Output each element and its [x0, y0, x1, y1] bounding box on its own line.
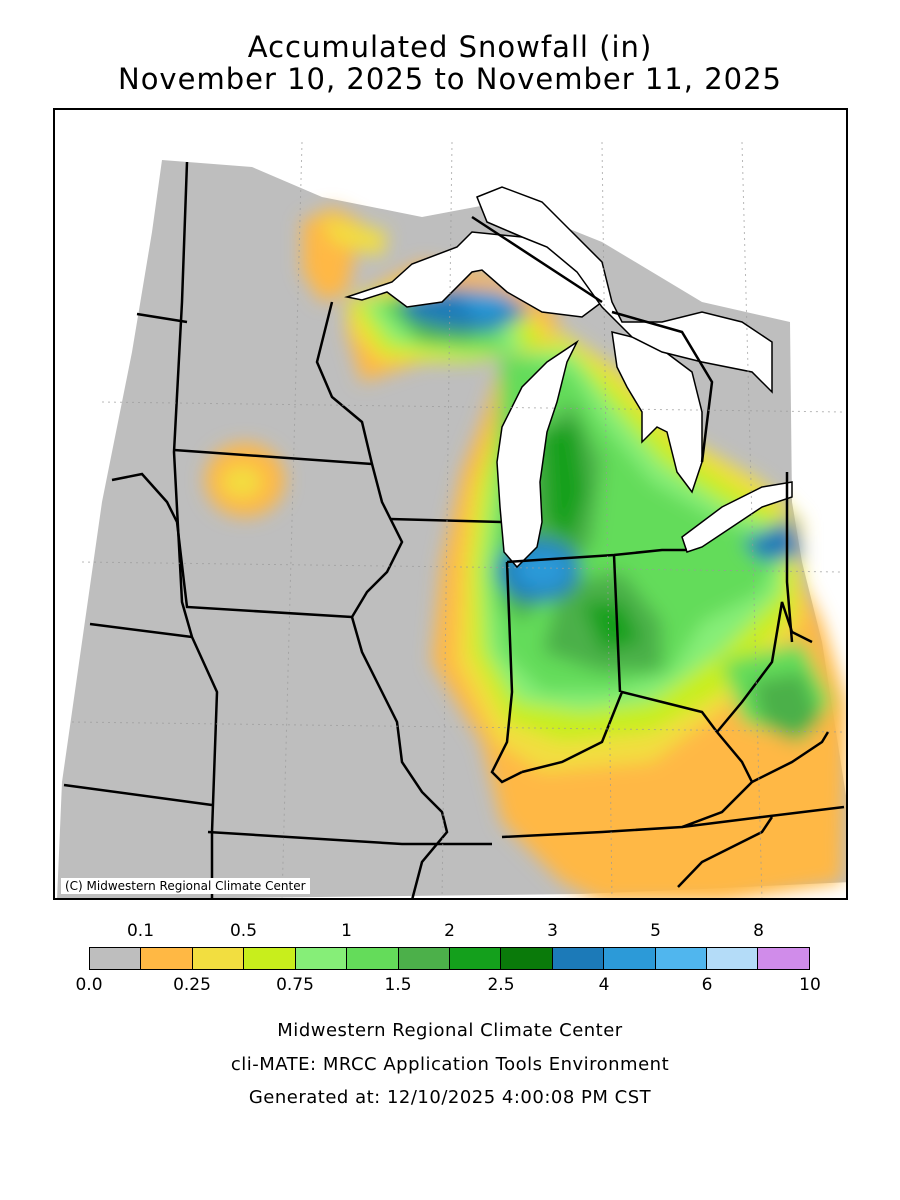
state-line [501, 731, 754, 839]
footer-generated: Generated at: 12/10/2025 4:00:08 PM CST [248, 1087, 652, 1108]
legend-swatch [192, 948, 245, 969]
legend-top-label: 1 [341, 921, 352, 941]
state-line [111, 472, 353, 619]
legend-top-label: 3 [547, 921, 558, 941]
county-grid [71, 141, 843, 898]
legend-swatch [655, 948, 708, 969]
state-line [207, 830, 492, 846]
color-legend [89, 947, 810, 970]
footer-org: Midwestern Regional Climate Center [277, 1020, 623, 1041]
legend-top-label: 0.5 [229, 921, 258, 941]
state-line [521, 690, 718, 774]
legend-bottom-label: 10 [799, 975, 821, 995]
legend-swatch [295, 948, 348, 969]
state-line [172, 161, 219, 898]
state-line [490, 561, 523, 784]
state-line [677, 816, 774, 888]
state-line [471, 215, 603, 304]
legend-bottom-label: 6 [701, 975, 713, 995]
state-line [389, 517, 503, 524]
legend-bottom-label: 4 [598, 975, 610, 995]
state-boundaries [63, 161, 845, 898]
snowfall-map: (C) Midwestern Regional Climate Center [53, 108, 848, 900]
legend-top-label: 5 [650, 921, 661, 941]
map-date-range: November 10, 2025 to November 11, 2025 [118, 62, 782, 96]
lake-huron [611, 331, 703, 494]
state-line [506, 548, 687, 564]
state-line [681, 805, 845, 829]
state-line [173, 448, 373, 466]
legend-bottom-label: 2.5 [487, 975, 515, 995]
lake-erie [681, 481, 793, 553]
state-line [612, 554, 622, 693]
legend-swatch [707, 948, 759, 969]
legend-swatch [501, 948, 553, 969]
state-line [716, 601, 813, 733]
legend-swatch [449, 948, 502, 969]
legend-bottom-label: 0.75 [276, 975, 314, 995]
footer-tool: cli-MATE: MRCC Application Tools Environ… [230, 1054, 670, 1075]
legend-bottom-label: 0.0 [75, 975, 103, 995]
legend-swatch [552, 948, 605, 969]
legend-swatch [244, 948, 296, 969]
lake-superior [344, 231, 603, 318]
state-line [611, 310, 714, 463]
legend-bottom-label: 0.25 [173, 975, 211, 995]
state-line [315, 301, 449, 898]
map-title: Accumulated Snowfall (in) [247, 30, 653, 64]
legend-top-label: 8 [753, 921, 764, 941]
land-north [476, 186, 773, 394]
legend-swatch [758, 948, 809, 969]
state-line [751, 731, 830, 784]
state-line [89, 622, 193, 639]
legend-swatch [604, 948, 656, 969]
legend-swatch [141, 948, 193, 969]
state-line [136, 312, 188, 324]
state-line [63, 783, 213, 807]
state-line [785, 472, 794, 643]
legend-swatch [398, 948, 450, 969]
legend-swatch [347, 948, 399, 969]
copyright-label: (C) Midwestern Regional Climate Center [61, 878, 310, 894]
legend-top-label: 0.1 [126, 921, 155, 941]
map-canvas [57, 141, 846, 898]
great-lakes [344, 186, 793, 569]
legend-bottom-label: 1.5 [384, 975, 412, 995]
legend-top-label: 2 [444, 921, 455, 941]
legend-swatch [90, 948, 142, 969]
